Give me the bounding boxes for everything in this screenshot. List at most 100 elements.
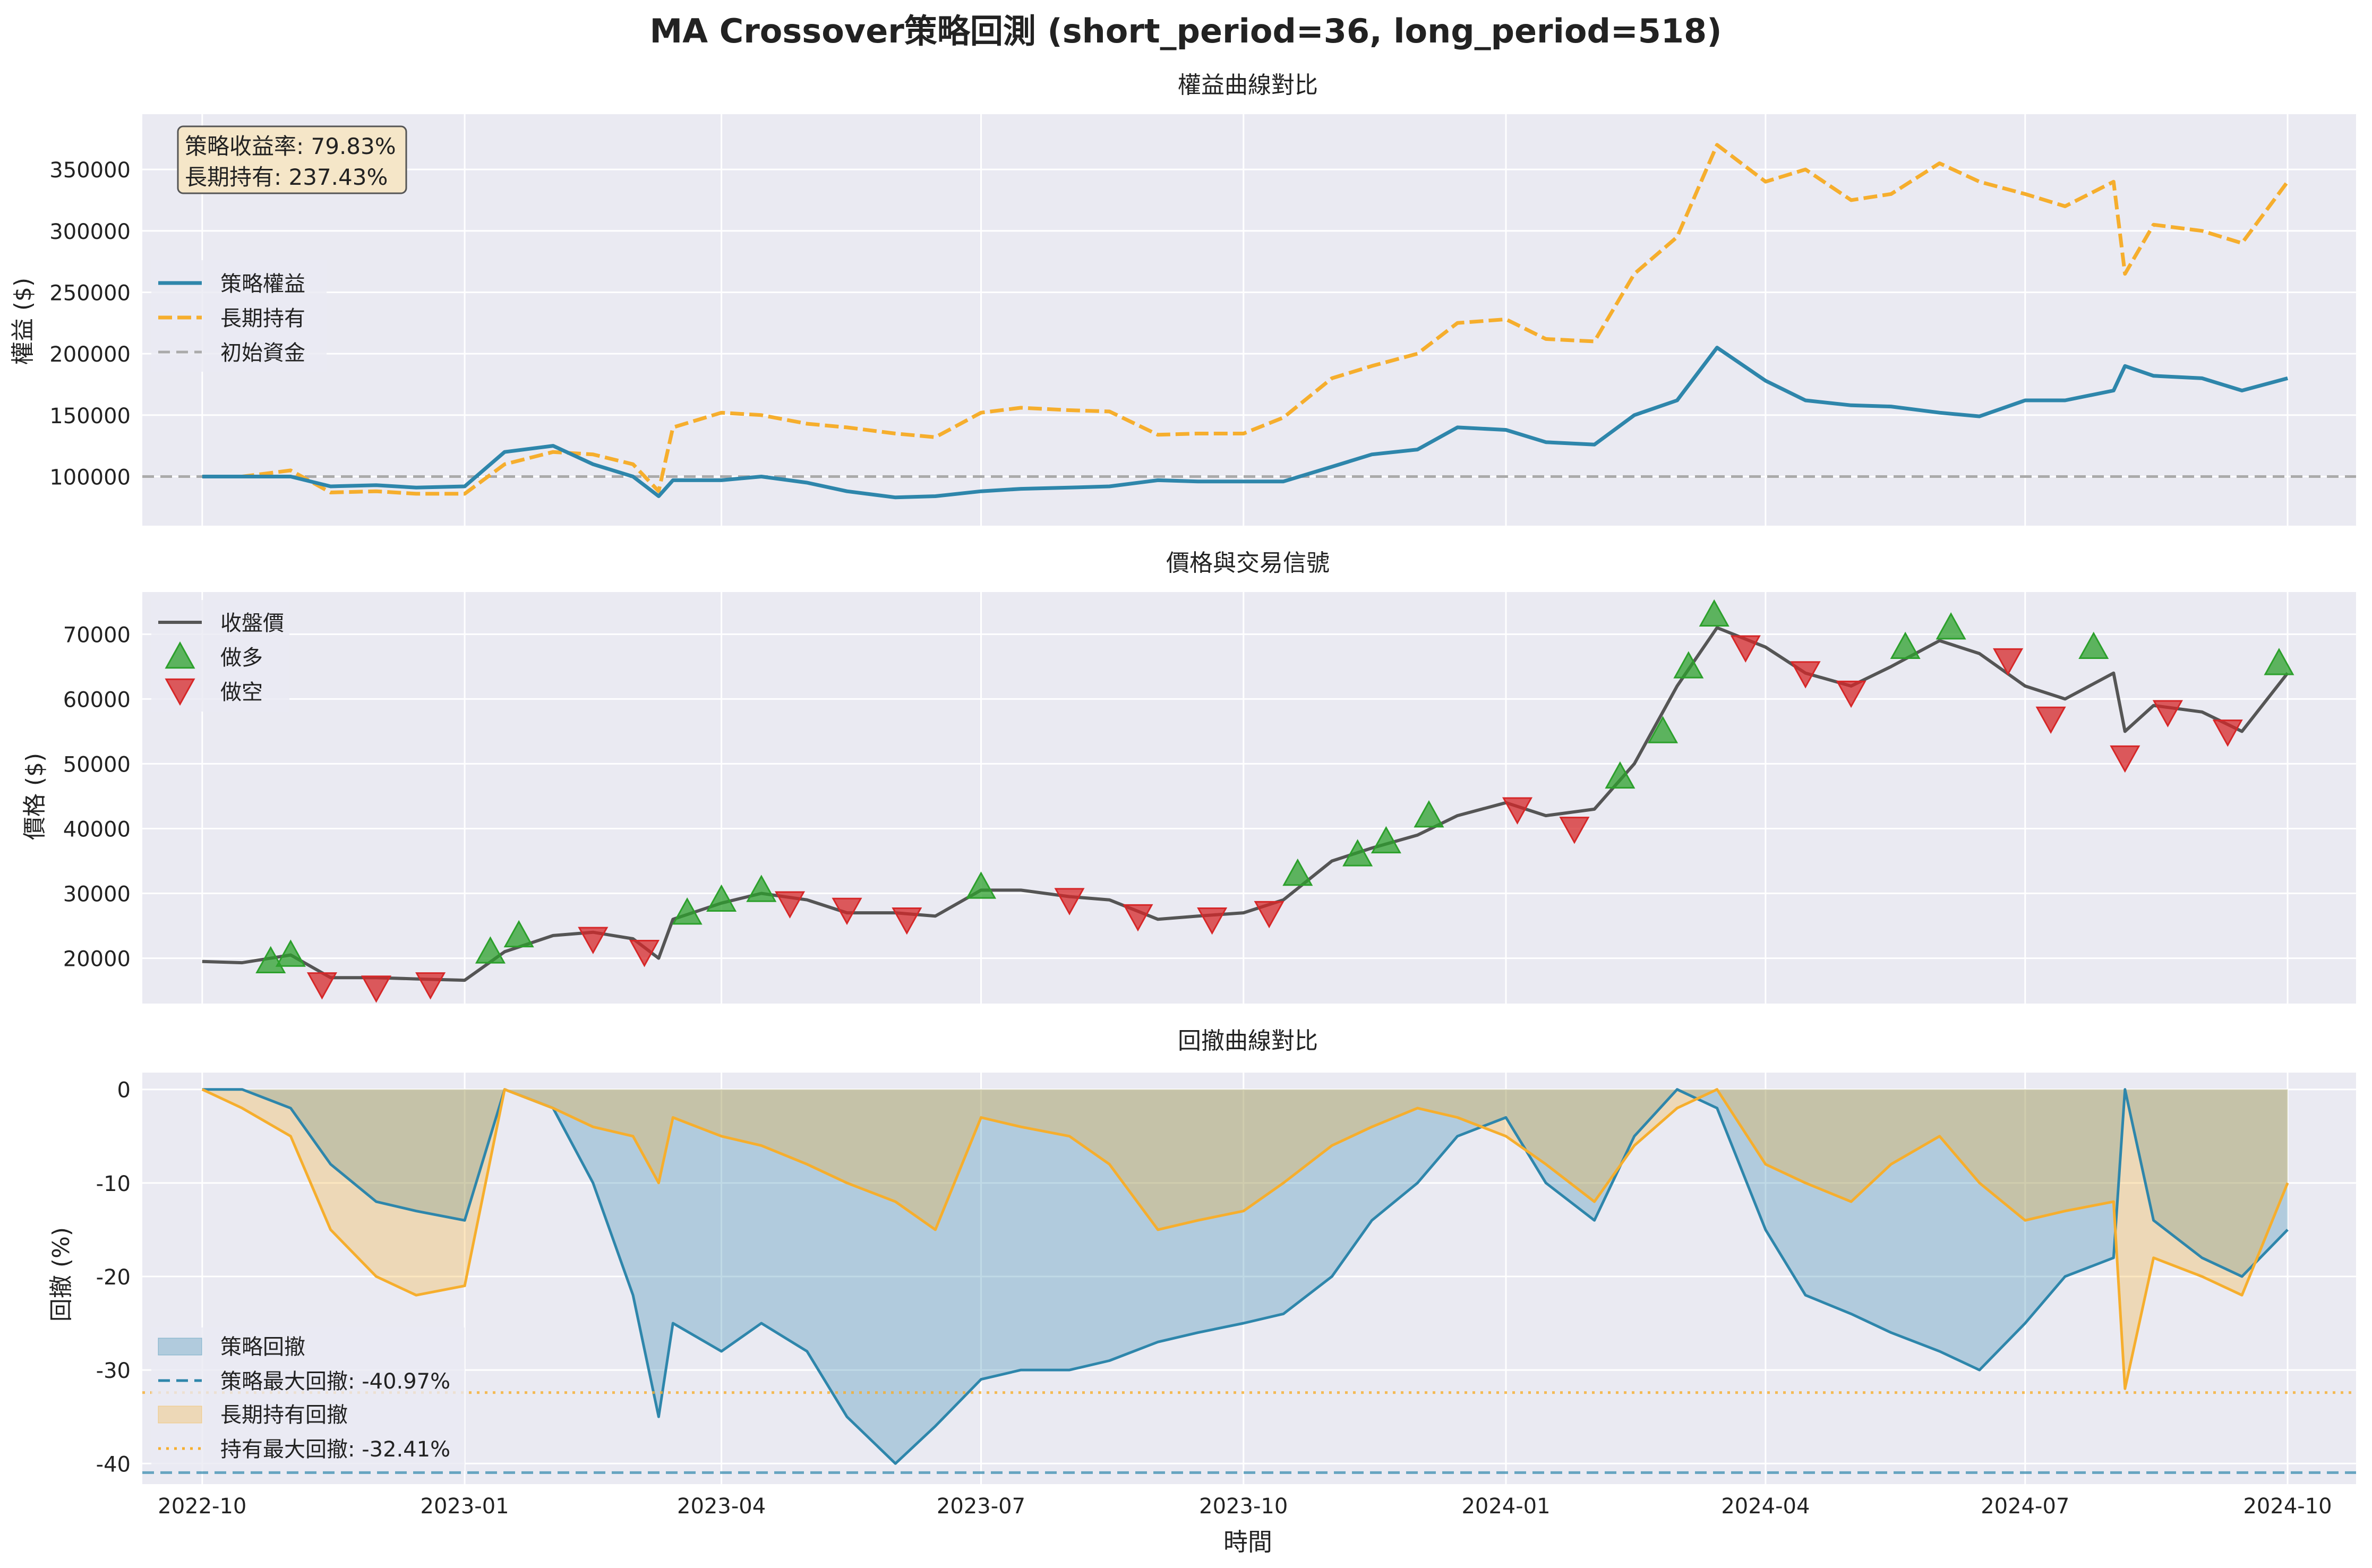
short-signal-marker xyxy=(774,891,806,919)
short-signal-marker xyxy=(1197,907,1228,935)
short-signal-marker xyxy=(1054,888,1085,915)
long-signal-marker xyxy=(1936,612,1966,640)
price-y-tick-label: 50000 xyxy=(63,752,131,777)
equity-plot-area xyxy=(142,114,2356,526)
legend-strategy-label: 策略權益 xyxy=(220,272,305,296)
x-tick-label: 2023-10 xyxy=(1199,1494,1288,1519)
price-plot-area xyxy=(142,592,2356,1004)
short-signal-marker xyxy=(629,940,660,967)
long-signal-marker xyxy=(965,871,997,899)
drawdown-panel-title: 回撤曲線對比 xyxy=(1178,1027,1318,1055)
equity-y-tick-label: 350000 xyxy=(49,158,131,183)
strategy-return-text: 策略收益率: 79.83% xyxy=(185,133,396,159)
x-tick-label: 2024-01 xyxy=(1461,1494,1550,1519)
equity-y-tick-label: 150000 xyxy=(49,404,131,429)
drawdown-y-tick-label: -10 xyxy=(96,1172,131,1196)
equity-panel-title: 權益曲線對比 xyxy=(1178,72,1318,99)
legend-price-label: 收盤價 xyxy=(220,611,284,636)
short-signal-marker xyxy=(1123,904,1153,932)
price-panel-title: 價格與交易信號 xyxy=(1166,550,1330,577)
hold-equity-line xyxy=(202,143,2289,496)
legend-long-marker xyxy=(165,641,195,669)
x-tick-label: 2024-04 xyxy=(1721,1494,1810,1519)
strategy-equity-line xyxy=(202,346,2289,500)
legend-strategy-max-label: 策略最大回撤: -40.97% xyxy=(220,1369,450,1394)
long-signal-marker xyxy=(746,875,777,902)
equity-y-tick-label: 300000 xyxy=(49,220,131,244)
legend-strategy-dd-label: 策略回撤 xyxy=(220,1335,305,1359)
equity-ylabel: 權益 ($) xyxy=(10,278,37,365)
drawdown-ylabel: 回撤 (%) xyxy=(48,1227,75,1322)
long-signal-marker xyxy=(1414,800,1444,828)
short-signal-marker xyxy=(2110,745,2140,773)
x-tick-label: 2023-04 xyxy=(677,1494,766,1519)
drawdown-y-tick-label: -30 xyxy=(96,1359,131,1383)
short-signal-marker xyxy=(832,897,862,926)
x-tick-label: 2024-07 xyxy=(1981,1494,2069,1519)
short-signal-marker xyxy=(1836,680,1866,708)
long-signal-marker xyxy=(1282,858,1313,886)
long-signal-marker xyxy=(275,939,306,967)
close-price-line xyxy=(202,626,2289,982)
legend-baseline-label: 初始資金 xyxy=(220,341,305,365)
short-signal-marker xyxy=(1502,797,1533,825)
long-signal-marker xyxy=(1673,651,1704,679)
long-signal-marker xyxy=(1371,826,1401,854)
short-signal-marker xyxy=(415,972,446,1000)
equity-y-tick-label: 250000 xyxy=(49,281,131,305)
legend-hold-label: 長期持有 xyxy=(220,306,305,331)
long-signal-marker xyxy=(672,897,703,925)
long-signal-marker xyxy=(503,920,534,948)
legend-strategy-dd-swatch xyxy=(158,1338,202,1356)
short-signal-marker xyxy=(1993,648,2024,676)
hold-drawdown-line xyxy=(201,1088,2289,1390)
figure-title: MA Crossover策略回測 (short_period=36, long_… xyxy=(649,12,1722,50)
drawdown-y-tick-label: -20 xyxy=(96,1265,131,1290)
price-y-tick-label: 70000 xyxy=(63,623,131,647)
x-tick-label: 2023-07 xyxy=(937,1494,1025,1519)
long-signal-marker xyxy=(1890,631,1921,659)
long-signal-marker xyxy=(475,936,506,964)
legend-box xyxy=(151,1327,465,1471)
legend-hold-dd-label: 長期持有回撤 xyxy=(220,1403,348,1427)
price-y-tick-label: 30000 xyxy=(63,882,131,907)
legend-short-marker xyxy=(165,678,195,706)
equity-panel: 100000 150000 200000 250000 300000 350000 策略收益… xyxy=(49,114,2356,526)
short-signal-marker xyxy=(578,927,609,955)
long-signal-marker xyxy=(2264,648,2294,675)
price-y-tick-label: 20000 xyxy=(63,947,131,972)
legend-hold-max-label: 持有最大回撤: -32.41% xyxy=(220,1437,450,1462)
short-signal-marker xyxy=(1730,635,1761,663)
price-y-tick-label: 60000 xyxy=(63,688,131,712)
long-signal-marker xyxy=(2078,631,2109,659)
drawdown-y-tick-label: 0 xyxy=(117,1078,131,1103)
short-signal-marker xyxy=(361,975,392,1003)
strategy-drawdown-line xyxy=(202,1088,2289,1465)
long-signal-marker xyxy=(706,884,737,912)
short-signal-marker xyxy=(892,907,922,935)
short-signal-marker xyxy=(2212,719,2243,747)
short-signal-marker xyxy=(2035,706,2066,734)
drawdown-plot-area xyxy=(142,1073,2356,1484)
short-signal-marker xyxy=(1559,817,1590,844)
short-signal-marker xyxy=(306,972,338,1000)
long-signal-marker xyxy=(1342,839,1373,867)
x-tick-label: 2022-10 xyxy=(158,1494,246,1519)
x-axis: 2022-10 2023-01 2023-04 2023-07 2023-10 2024-… xyxy=(158,1494,2332,1519)
legend-hold-dd-swatch xyxy=(158,1406,202,1424)
x-axis-label: 時間 xyxy=(1223,1528,1272,1556)
drawdown-y-tick-label: -40 xyxy=(96,1452,131,1477)
long-signal-marker xyxy=(1605,761,1635,789)
price-y-tick-label: 40000 xyxy=(63,817,131,842)
short-signal-marker xyxy=(2152,700,2183,727)
equity-y-tick-label: 200000 xyxy=(49,342,131,367)
strategy-drawdown-area xyxy=(202,1089,2288,1464)
equity-y-tick-label: 100000 xyxy=(49,465,131,490)
legend-short-label: 做空 xyxy=(220,680,263,705)
x-tick-label: 2024-10 xyxy=(2243,1494,2332,1519)
long-signal-marker xyxy=(1647,716,1679,743)
hold-return-text: 長期持有: 237.43% xyxy=(185,164,388,190)
